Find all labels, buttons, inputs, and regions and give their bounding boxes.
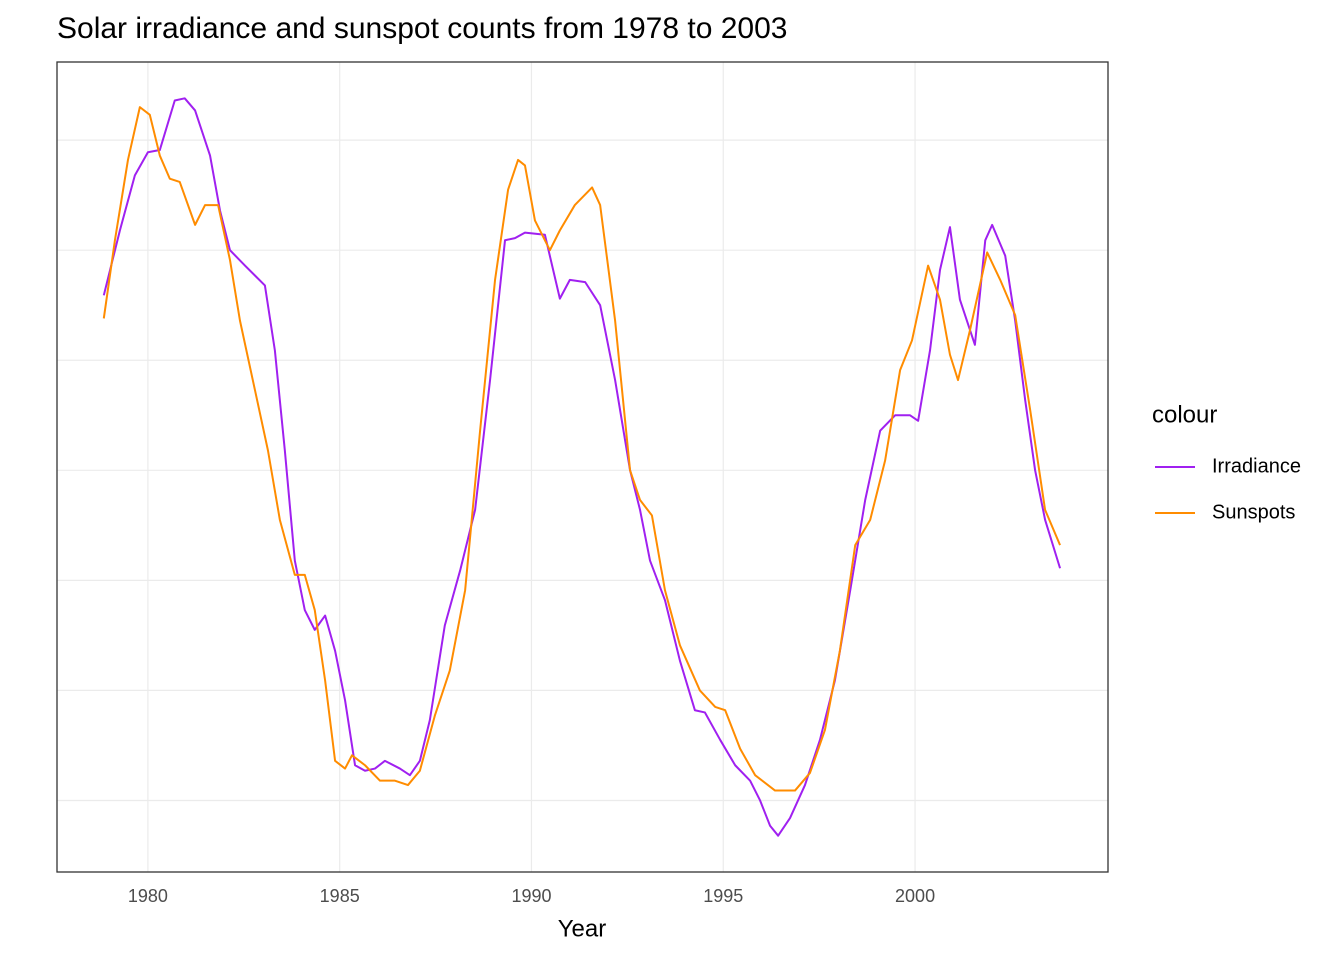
x-tick-label: 1990 <box>511 886 551 906</box>
x-axis-title: Year <box>558 915 607 942</box>
legend-title: colour <box>1152 401 1217 428</box>
x-tick-label: 1980 <box>128 886 168 906</box>
legend-label: Irradiance <box>1212 455 1301 477</box>
x-tick-label: 1995 <box>703 886 743 906</box>
x-tick-label: 1985 <box>320 886 360 906</box>
line-series <box>102 97 1062 837</box>
x-tick-label: 2000 <box>895 886 935 906</box>
line-series <box>102 106 1061 792</box>
legend-label: Sunspots <box>1212 501 1295 523</box>
panel-border <box>56 61 1109 873</box>
chart-title: Solar irradiance and sunspot counts from… <box>57 12 787 45</box>
